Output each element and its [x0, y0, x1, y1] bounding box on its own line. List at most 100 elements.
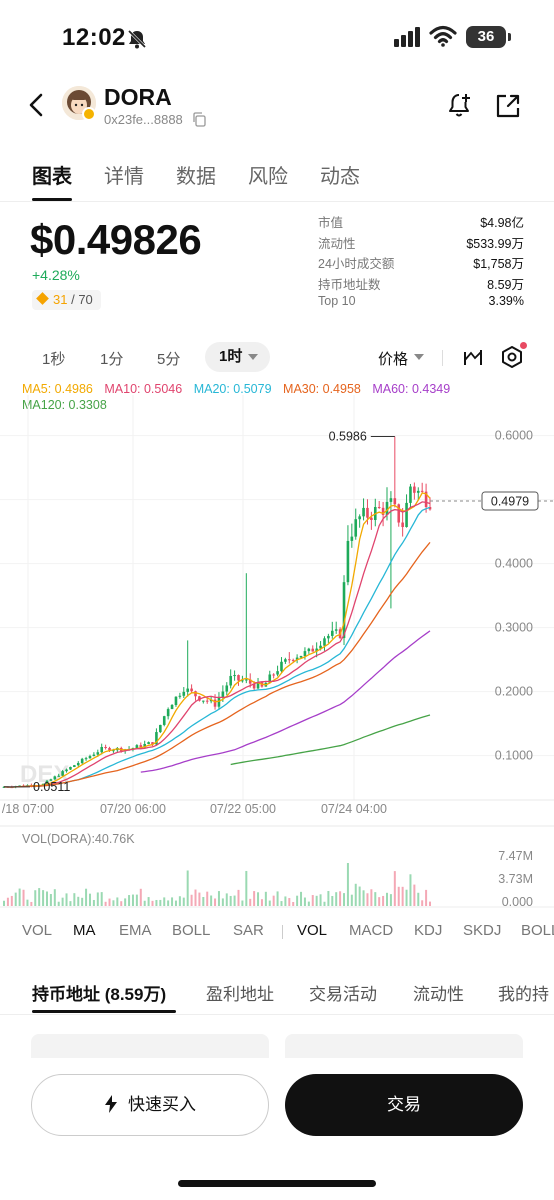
x-tick-label: 07/24 04:00	[321, 802, 387, 816]
tab-holders[interactable]: 持币地址 (8.59万)	[32, 985, 167, 1004]
price-alert-icon[interactable]	[446, 90, 476, 120]
volume-bar	[159, 899, 162, 906]
sub-indicator-kdj[interactable]: KDJ	[414, 922, 443, 939]
candle-body	[284, 659, 287, 662]
candle-body	[53, 776, 57, 780]
tab-trade-activity[interactable]: 交易活动	[309, 985, 377, 1004]
volume-bar	[163, 897, 166, 906]
volume-bar	[221, 898, 224, 906]
volume-bar	[284, 896, 287, 906]
volume-bar	[151, 900, 154, 906]
tab-chart[interactable]: 图表	[32, 166, 72, 188]
candle-body	[221, 691, 225, 698]
volume-bar	[147, 897, 150, 906]
candle-body	[409, 486, 412, 503]
volume-bar	[253, 891, 256, 906]
volume-bar	[45, 891, 48, 906]
diamond-icon	[36, 292, 49, 305]
candle-body	[190, 688, 193, 692]
ma-line	[3, 492, 431, 788]
volume-bar	[268, 900, 271, 906]
volume-bar	[100, 892, 103, 906]
volume-bar	[276, 891, 279, 906]
volume-bar	[323, 901, 326, 906]
back-arrow-icon[interactable]	[26, 92, 48, 118]
candle-body	[170, 704, 174, 710]
chart-toolbar: 1秒 1分 5分 1时 价格	[0, 340, 554, 376]
price-change: +4.28%	[32, 267, 80, 283]
tab-liquidity[interactable]: 流动性	[413, 985, 464, 1004]
timeframe-5m[interactable]: 5分	[157, 351, 181, 368]
tab-details[interactable]: 详情	[104, 166, 144, 188]
ma30-label: MA30: 0.4958	[283, 382, 361, 396]
tab-risk[interactable]: 风险	[248, 166, 288, 188]
candle-body	[346, 540, 350, 583]
main-indicator-ema[interactable]: EMA	[119, 922, 152, 939]
volume-bar	[69, 901, 72, 906]
score-total: / 70	[71, 292, 93, 307]
score-value: 31	[53, 292, 68, 307]
trade-button[interactable]: 交易	[285, 1074, 523, 1136]
stat-value: $4.98亿	[480, 216, 524, 230]
settings-icon[interactable]	[500, 345, 524, 369]
volume-bar	[108, 898, 111, 906]
candle-body	[73, 765, 76, 767]
main-indicator-sar[interactable]: SAR	[233, 922, 264, 939]
ma10-label: MA10: 0.5046	[104, 382, 183, 396]
candle-body	[166, 709, 170, 717]
main-indicator-ma[interactable]: MA	[73, 922, 96, 939]
candle-body	[280, 661, 283, 672]
candle-body	[213, 699, 217, 707]
share-icon[interactable]	[494, 92, 522, 120]
candle-body	[104, 747, 107, 749]
toolbar-divider	[442, 350, 443, 366]
volume-bar	[382, 895, 385, 906]
timeframe-1s[interactable]: 1秒	[42, 351, 66, 368]
volume-bar	[139, 888, 142, 906]
timeframe-1m[interactable]: 1分	[100, 351, 124, 368]
candle-body	[151, 742, 154, 745]
volume-bar	[354, 883, 357, 906]
security-score-badge[interactable]: 31 / 70	[32, 290, 101, 310]
volume-bar	[61, 897, 64, 906]
volume-bar	[49, 894, 52, 906]
chart-grid	[0, 395, 554, 827]
main-indicator-vol[interactable]: VOL	[22, 922, 53, 939]
tab-activity[interactable]: 动态	[320, 166, 360, 188]
volume-bar	[393, 871, 396, 906]
indicator-icon[interactable]	[462, 346, 484, 368]
price-chart[interactable]: DEX 0.60000.50000.40000.30000.20000.1000…	[0, 378, 554, 918]
tab-my-holdings[interactable]: 我的持	[498, 985, 549, 1004]
volume-bar	[350, 894, 353, 906]
price-mode-dropdown[interactable]: 价格	[378, 348, 425, 369]
stat-row: 24小时成交额 $1,758万	[318, 253, 524, 274]
tab-data[interactable]: 数据	[176, 166, 216, 188]
sub-indicator-vol[interactable]: VOL	[297, 922, 328, 939]
volume-bar	[6, 897, 9, 906]
candle-body	[424, 491, 428, 507]
ma-line	[3, 541, 431, 788]
timeframe-1h[interactable]: 1时	[205, 342, 271, 372]
volume-bar	[38, 888, 41, 906]
volume-bar	[155, 899, 158, 906]
candle-body	[276, 671, 279, 675]
stat-label: 流动性	[318, 236, 356, 251]
quick-buy-button[interactable]: 快速买入	[31, 1074, 269, 1136]
volume-pane: VOL(DORA):40.76K 7.47M 3.73M 0.000	[0, 832, 554, 909]
candle-body	[268, 674, 272, 683]
tab-profitable-addresses[interactable]: 盈利地址	[206, 985, 274, 1004]
candle-body	[182, 691, 186, 696]
candle-body	[159, 724, 162, 733]
sub-indicator-skdj[interactable]: SKDJ	[463, 922, 502, 939]
token-address: 0x23fe...8888	[104, 112, 183, 127]
candle-body	[217, 697, 221, 707]
candle-body	[205, 700, 209, 702]
candle-body	[76, 763, 80, 766]
volume-bar	[186, 870, 189, 906]
main-indicator-boll[interactable]: BOLL	[172, 922, 211, 939]
copy-icon[interactable]	[192, 112, 206, 127]
volume-bar	[14, 892, 17, 906]
lightning-icon	[105, 1095, 117, 1113]
sub-indicator-boll[interactable]: BOLL	[521, 922, 554, 939]
sub-indicator-macd[interactable]: MACD	[349, 922, 394, 939]
